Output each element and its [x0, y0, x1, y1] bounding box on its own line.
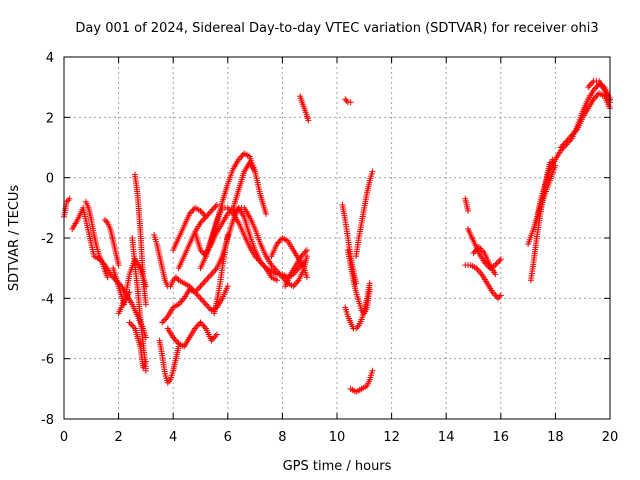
series-s07 — [131, 171, 149, 308]
data-point — [497, 292, 504, 299]
data-point — [303, 247, 310, 254]
x-tick-label: 12 — [383, 430, 400, 445]
data-point — [497, 256, 504, 263]
x-tick-label: 16 — [493, 430, 510, 445]
data-point — [66, 195, 73, 202]
series-s09 — [126, 319, 149, 371]
data-point — [303, 274, 310, 281]
x-tick-label: 14 — [438, 430, 455, 445]
y-tick-label: -2 — [41, 232, 54, 247]
series-s12 — [159, 283, 231, 326]
data-point — [104, 274, 111, 281]
data-point — [213, 331, 220, 338]
series-s28 — [353, 168, 376, 260]
data-point — [224, 231, 231, 238]
x-tick-label: 6 — [224, 430, 232, 445]
data-point — [115, 262, 122, 269]
x-tick-label: 20 — [602, 430, 619, 445]
series-s30 — [462, 195, 472, 214]
series-s13 — [164, 319, 220, 350]
data-point — [142, 358, 149, 365]
x-tick-label: 2 — [114, 430, 122, 445]
x-tick-label: 10 — [329, 430, 346, 445]
data-point — [366, 280, 373, 287]
data-point — [213, 201, 220, 208]
data-point — [142, 367, 149, 374]
data-point — [126, 289, 133, 296]
data-point — [369, 168, 376, 175]
x-tick-label: 18 — [547, 430, 564, 445]
series-s21 — [268, 235, 310, 281]
series-s33 — [470, 244, 499, 278]
y-tick-label: -8 — [41, 413, 54, 428]
data-point — [142, 301, 149, 308]
y-tick-label: -4 — [41, 292, 54, 307]
series-s38 — [557, 90, 613, 151]
series-s27 — [342, 280, 373, 332]
series-s29 — [347, 367, 376, 395]
series-s22 — [282, 247, 310, 290]
x-axis-label: GPS time / hours — [283, 459, 392, 474]
data-point — [305, 117, 312, 124]
series-s24 — [342, 96, 354, 106]
data-point — [263, 210, 270, 217]
y-tick-label: 2 — [46, 111, 54, 126]
grid — [64, 57, 610, 419]
series-s18 — [202, 159, 270, 257]
data-point — [465, 207, 472, 214]
x-tick-label: 8 — [278, 430, 286, 445]
x-tick-label: 0 — [60, 430, 68, 445]
y-axis-label: SDTVAR / TECUs — [7, 185, 22, 292]
series-s19 — [211, 231, 231, 317]
data-point — [303, 253, 310, 260]
series-s04 — [101, 216, 122, 269]
series-s39 — [585, 78, 613, 106]
data-point — [492, 271, 499, 278]
series-s23 — [297, 93, 312, 124]
axis-ticks: 0 2 4 6 8 10 12 14 16 18 20 -8 -6 -4 -2 0 2 4 — [41, 51, 618, 445]
series-s03 — [82, 198, 111, 281]
series-s32 — [462, 262, 504, 302]
y-tick-label: 4 — [46, 51, 54, 66]
series-s06 — [115, 289, 133, 317]
data-point — [142, 334, 149, 341]
data-point — [224, 283, 231, 290]
x-tick-label: 4 — [169, 430, 177, 445]
chart-title: Day 001 of 2024, Sidereal Day-to-day VTE… — [75, 21, 598, 36]
data-points — [61, 78, 613, 395]
y-tick-label: 0 — [46, 172, 54, 187]
data-point — [273, 277, 280, 284]
data-point — [347, 99, 354, 106]
data-point — [369, 367, 376, 374]
y-tick-label: -6 — [41, 353, 54, 368]
